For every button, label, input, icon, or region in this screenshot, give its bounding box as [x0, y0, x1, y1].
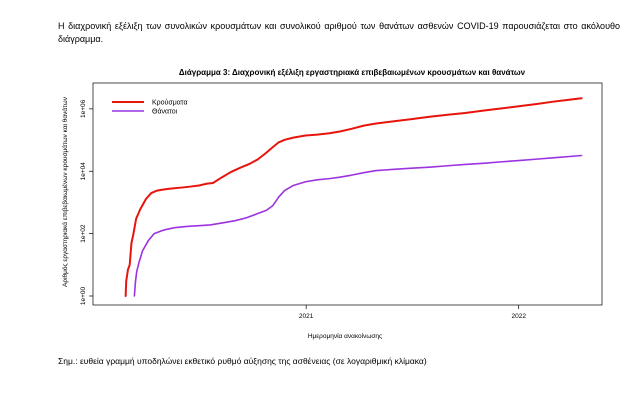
- x-tick-label-1: 2022: [511, 313, 526, 320]
- x-axis-label: Ημερομηνία ανακοίνωσης: [308, 332, 382, 340]
- y-tick-label-0: 1e+00: [80, 286, 87, 305]
- plot-frame: [92, 82, 603, 306]
- legend-label-0: Κρούσματα: [152, 99, 188, 107]
- series-line-1: [133, 154, 583, 297]
- y-axis-label: Αριθμός εργαστηριακά επιβεβαιωμένων κρου…: [61, 97, 69, 287]
- x-axis: 2021 2022: [299, 305, 526, 320]
- y-tick-label-1: 1e+02: [80, 224, 87, 243]
- chart-title: Διάγραμμα 3: Διαχρονική εξέλιξη εργαστηρ…: [178, 68, 526, 77]
- legend-label-1: Θάνατοι: [152, 108, 178, 116]
- x-tick-label-0: 2021: [299, 313, 314, 320]
- y-tick-label-2: 1e+04: [80, 162, 87, 181]
- y-axis: 1e+00 1e+02 1e+04 1e+06: [80, 99, 93, 305]
- series-layer: [124, 97, 583, 297]
- y-tick-label-3: 1e+06: [80, 99, 87, 118]
- intro-paragraph: Η διαχρονική εξέλιξη των συνολικών κρουσ…: [58, 21, 620, 44]
- series-line-0: [124, 97, 583, 297]
- footnote: Σημ.: ευθεία γραμμή υποδηλώνει εκθετικό …: [58, 356, 427, 366]
